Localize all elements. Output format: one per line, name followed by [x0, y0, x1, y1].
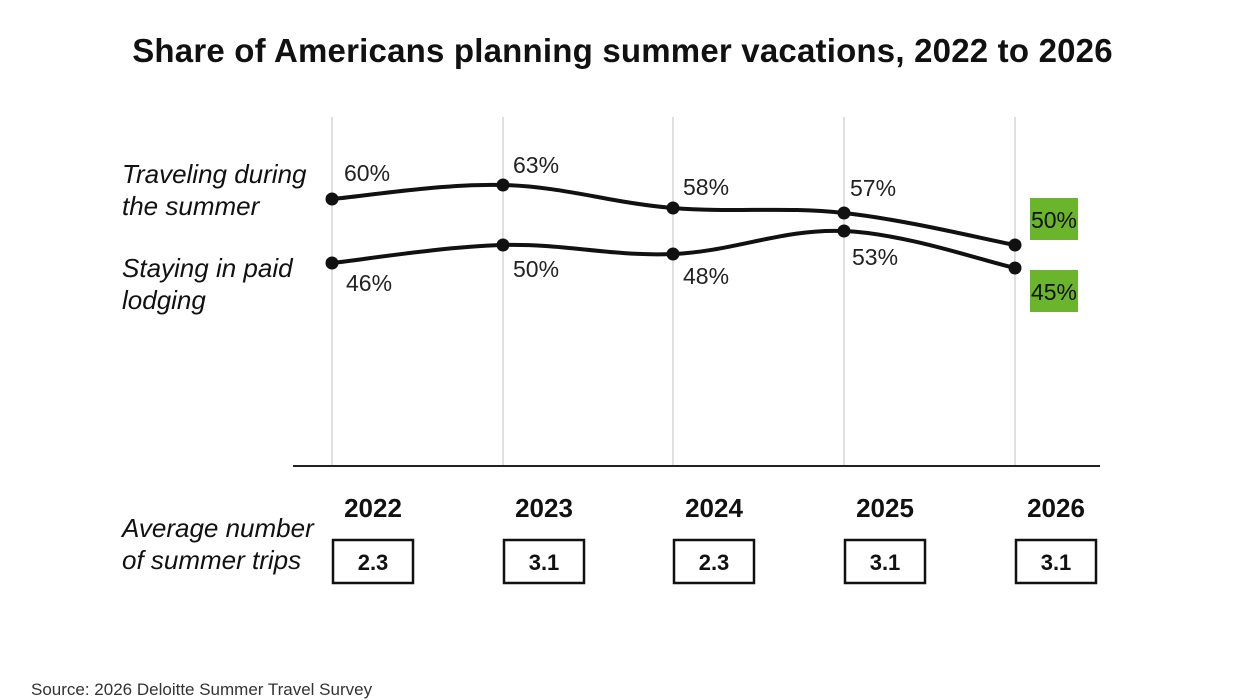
trips-box-2025	[843, 538, 927, 585]
series-label-traveling: Traveling during the summer	[122, 159, 307, 221]
trips-box-2026	[1014, 538, 1098, 585]
data-point-lodging-2022	[325, 256, 339, 270]
data-point-traveling-2025	[837, 206, 851, 220]
data-point-traveling-2026	[1008, 238, 1022, 252]
series-label-lodging: Staying in paid lodging	[122, 253, 293, 315]
trips-box-2024	[672, 538, 756, 585]
year-label-2025: 2025	[856, 493, 914, 523]
data-point-lodging-2023	[496, 238, 510, 252]
trips-value-2026: 3.1	[1041, 550, 1072, 575]
trips-box-2023	[502, 538, 586, 585]
value-label-lodging-2026: 45%	[1031, 279, 1077, 305]
value-label-traveling-2026: 50%	[1031, 207, 1077, 233]
data-point-lodging-2026	[1008, 261, 1022, 275]
trips-value-2024: 2.3	[699, 550, 730, 575]
chart-title: Share of Americans planning summer vacat…	[132, 32, 1113, 69]
year-label-2024: 2024	[685, 493, 743, 523]
average-trips-label: Average number of summer trips	[122, 513, 314, 575]
year-label-2023: 2023	[515, 493, 573, 523]
value-label-lodging-2025: 53%	[852, 244, 898, 270]
trips-value-2022: 2.3	[358, 550, 389, 575]
data-point-lodging-2024	[666, 247, 680, 261]
highlight-box-traveling-2026	[1030, 198, 1078, 240]
data-point-traveling-2023	[496, 178, 510, 192]
data-point-traveling-2024	[666, 201, 680, 215]
value-label-traveling-2025: 57%	[850, 175, 896, 201]
value-label-traveling-2024: 58%	[683, 174, 729, 200]
value-label-traveling-2022: 60%	[344, 160, 390, 186]
value-label-lodging-2022: 46%	[346, 270, 392, 296]
value-label-lodging-2023: 50%	[513, 256, 559, 282]
data-point-lodging-2025	[837, 224, 851, 238]
highlight-box-lodging-2026	[1030, 270, 1078, 312]
data-point-traveling-2022	[325, 192, 339, 206]
year-label-2022: 2022	[344, 493, 402, 523]
value-label-traveling-2023: 63%	[513, 152, 559, 178]
source-note: Source: 2026 Deloitte Summer Travel Surv…	[31, 680, 373, 699]
trips-value-2023: 3.1	[529, 550, 560, 575]
trips-box-2022	[331, 538, 415, 585]
value-label-lodging-2024: 48%	[683, 263, 729, 289]
year-label-2026: 2026	[1027, 493, 1085, 523]
trips-value-2025: 3.1	[870, 550, 901, 575]
